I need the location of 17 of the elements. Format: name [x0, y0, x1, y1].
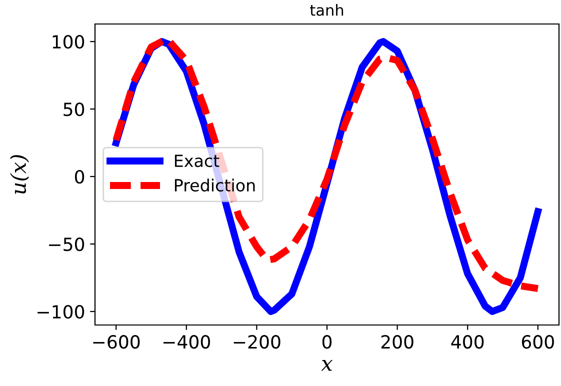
y-tick-label: 100 — [52, 35, 84, 49]
y-tick-label: 50 — [64, 102, 84, 116]
y-tick-label: 0 — [74, 170, 84, 184]
x-tick-label: −600 — [93, 335, 140, 349]
y-axis-title: u(x) — [10, 155, 30, 194]
legend-label: Prediction — [174, 178, 255, 192]
y-tick-label: −100 — [38, 304, 84, 319]
x-tick-label: −200 — [234, 335, 280, 349]
legend-label: Exact — [174, 154, 220, 168]
x-tick-label: 600 — [522, 335, 554, 349]
y-tick-label: −50 — [49, 237, 84, 252]
x-axis-title: x — [321, 360, 333, 371]
x-tick-label: 0 — [322, 335, 332, 349]
chart-title: tanh — [310, 4, 344, 16]
x-tick-label: −400 — [164, 335, 210, 349]
x-tick-label: 400 — [451, 335, 484, 349]
x-tick-label: 200 — [381, 335, 414, 349]
